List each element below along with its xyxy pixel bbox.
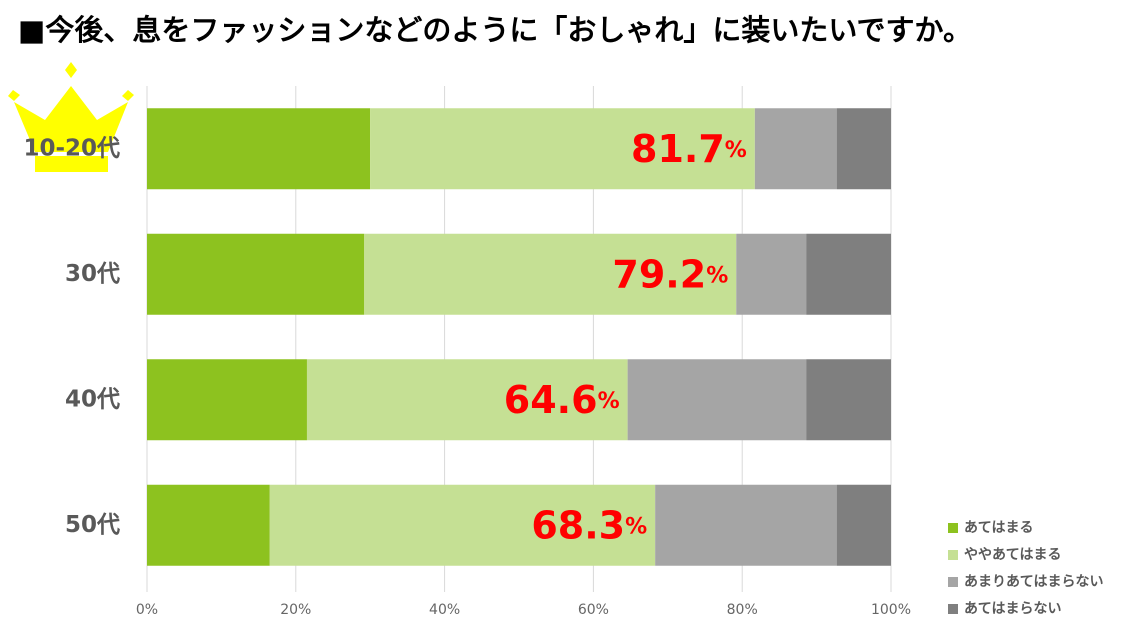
bar-segment <box>147 233 365 315</box>
bar-segment <box>836 108 891 190</box>
crown-body <box>14 86 128 152</box>
bar-segment <box>306 359 628 441</box>
highlight-label: 79.2% <box>612 252 728 296</box>
bar-segment <box>147 108 371 190</box>
bar-segment <box>806 233 891 315</box>
bar-segment <box>627 359 807 441</box>
y-tick-label: 50代 <box>65 512 120 538</box>
legend-label: あまりあてはまらない <box>964 574 1103 590</box>
bar-segment <box>806 359 891 441</box>
highlight-unit: % <box>625 514 647 539</box>
bar-segment <box>269 484 656 566</box>
x-tick-label: 40% <box>429 602 460 618</box>
chart-title: ■今後、息をファッションなどのように「おしゃれ」に装いたいですか。 <box>18 13 972 47</box>
highlight-unit: % <box>725 138 747 163</box>
crown-gem <box>8 90 20 101</box>
legend-swatch <box>948 577 958 587</box>
legend-label: ややあてはまる <box>964 547 1061 563</box>
bar-segment <box>147 359 307 441</box>
bar-segment <box>655 484 837 566</box>
legend-label: あてはまる <box>964 520 1033 536</box>
highlight-label: 68.3% <box>531 503 647 547</box>
legend-swatch <box>948 523 958 533</box>
x-tick-label: 0% <box>136 602 158 618</box>
legend-swatch <box>948 550 958 560</box>
x-tick-label: 20% <box>280 602 311 618</box>
highlight-unit: % <box>598 389 620 414</box>
bar-segment <box>736 233 807 315</box>
x-tick-label: 80% <box>727 602 758 618</box>
y-tick-label: 30代 <box>65 261 120 287</box>
legend-label: あてはまらない <box>964 601 1061 617</box>
crown-gem <box>65 62 77 78</box>
x-tick-label: 60% <box>578 602 609 618</box>
highlight-unit: % <box>706 263 728 288</box>
bar-segment <box>370 108 755 190</box>
highlight-value: 68.3 <box>531 503 625 547</box>
highlight-value: 81.7 <box>631 126 725 170</box>
bar-segment <box>147 484 270 566</box>
highlight-value: 64.6 <box>504 377 598 421</box>
highlight-value: 79.2 <box>612 252 706 296</box>
y-tick-label: 10-20代 <box>23 135 120 161</box>
legend-swatch <box>948 604 958 614</box>
crown-base <box>35 156 108 172</box>
crown-gem <box>122 90 134 101</box>
crown <box>8 62 134 172</box>
x-tick-label: 100% <box>871 602 911 618</box>
bar-segment <box>364 233 737 315</box>
y-tick-label: 40代 <box>65 386 120 412</box>
highlight-label: 64.6% <box>504 377 620 421</box>
bar-segment <box>836 484 891 566</box>
highlight-label: 81.7% <box>631 126 747 170</box>
bar-segment <box>754 108 837 190</box>
